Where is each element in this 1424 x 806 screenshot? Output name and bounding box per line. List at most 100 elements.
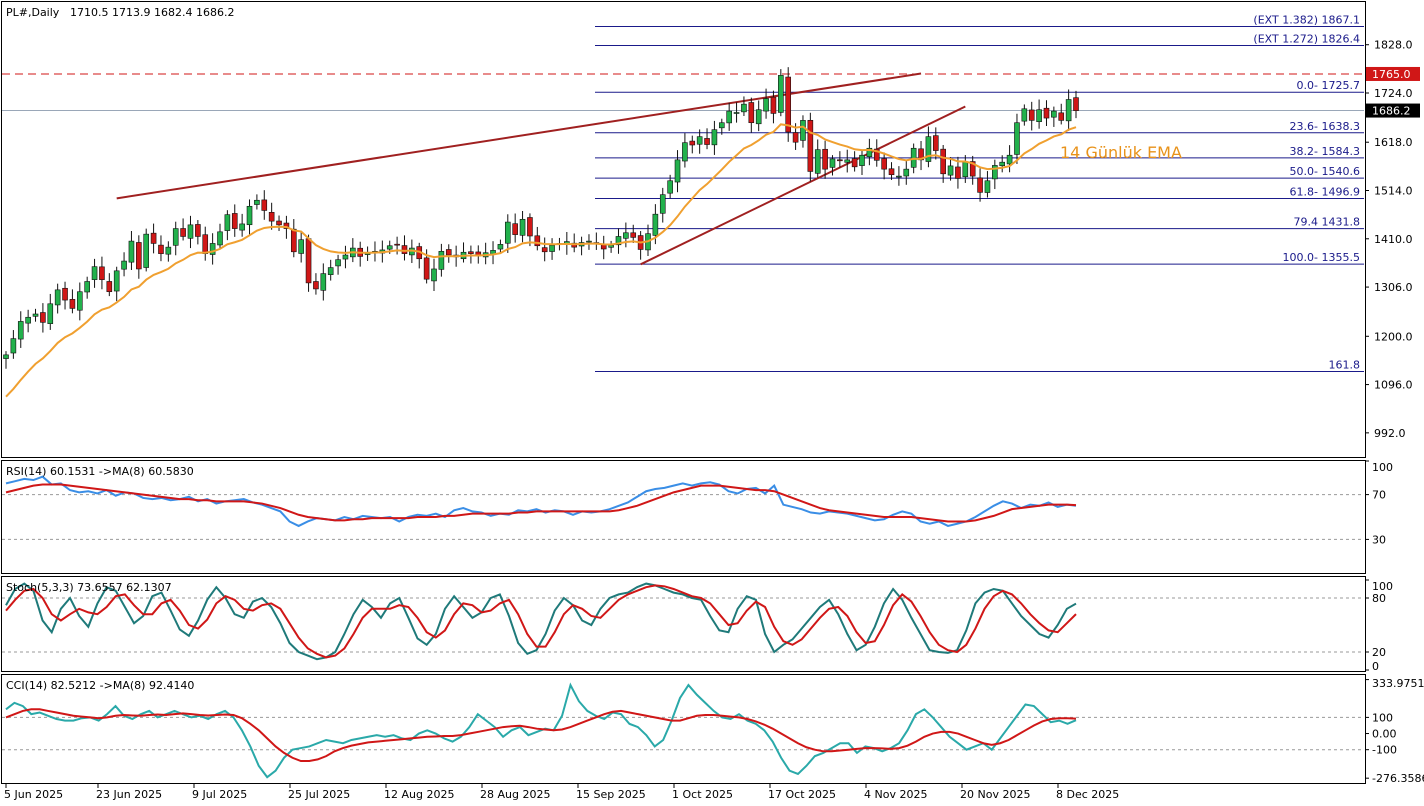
candle-body [99,266,105,280]
candle-body [947,165,954,176]
candle-body [246,205,253,226]
candle-body [682,142,688,162]
fib-label: 50.0- 1540.6 [1290,165,1360,178]
candle-body [1051,110,1057,118]
candle-body [54,289,61,306]
rsi-panel[interactable] [1,460,1366,574]
candle-body [999,161,1006,167]
candle-body [549,244,555,252]
y-tick-label: 0.00 [1372,728,1397,741]
candle-body [527,217,533,237]
candle-body [172,228,179,246]
candle-body [106,281,113,293]
x-tick-label: 5 Jun 2025 [4,788,63,801]
fib-label: 161.8 [1329,359,1361,372]
candle-body [305,238,312,284]
candle-body [504,221,511,244]
cci-title: CCI(14) 82.5212 ->MA(8) 92.4140 [6,679,194,692]
candle-body [512,223,518,235]
overlay-labels: (EXT 1.382) 1867.1 (EXT 1.272) 1826.4 0.0-… [1253,14,1360,372]
candle-body [792,132,799,143]
candle-body [1021,108,1028,122]
candle-body [586,240,592,243]
ohlc-label: 1710.5 1713.9 1682.4 1686.2 [70,6,234,19]
candle-body [10,338,17,354]
candle-body [128,240,135,263]
candle-body [881,158,887,170]
candle-body [778,75,784,113]
fib-label: (EXT 1.382) 1867.1 [1253,14,1360,27]
fib-label: 23.6- 1638.3 [1290,120,1360,133]
candle-body [320,273,327,291]
candle-body [977,177,983,193]
candle-body [667,180,673,194]
candle-body [807,119,814,172]
candle-body [659,194,666,214]
candle-body [1065,99,1072,122]
candle-body [431,268,437,282]
stoch-panel[interactable] [1,576,1366,672]
y-tick-label: 0 [1372,660,1379,673]
candle-body [873,148,880,161]
candle-body [814,149,821,174]
candle-body [401,245,408,254]
candle-body [689,140,696,146]
y-tick-label: 100 [1372,461,1393,474]
y-tick-label: 100 [1372,580,1393,593]
candle-body [962,161,969,178]
candle-body [25,316,31,324]
x-tick-label: 1 Oct 2025 [672,788,733,801]
stoch-d-line [5,584,1077,659]
candle-body [224,214,231,231]
candle-body [209,243,216,255]
price-plot [2,26,1364,398]
candle-body [217,231,223,246]
candle-body [276,220,282,226]
candle-body [438,251,445,270]
candle-body [143,233,150,268]
candle-body [711,129,718,146]
y-tick-label: 1724.0 [1374,87,1413,100]
y-tick-label: 1200.0 [1374,330,1413,343]
candle-body [674,159,681,183]
rsi-plot [2,475,1364,540]
candle-body [313,281,319,290]
candle-body [1006,154,1013,165]
candle-body [829,158,836,168]
candle-body [268,212,275,222]
y-tick-label: 333.9751 [1372,677,1424,690]
cci-ma-line [5,708,1077,762]
candle-body [837,159,843,162]
y-tick-label: 1828.0 [1374,39,1413,52]
fib-label: 100.0- 1355.5 [1283,251,1360,264]
candle-body [859,154,865,166]
ema14-line [5,123,1077,398]
x-tick-label: 4 Nov 2025 [864,788,927,801]
candle-body [342,254,349,260]
resistance-tag [1366,66,1420,81]
candle-body [969,161,976,177]
candle-body [932,135,939,151]
x-tick-label: 9 Jul 2025 [192,788,247,801]
x-tick-label: 8 Dec 2025 [1056,788,1119,801]
y-tick-label: 70 [1372,489,1386,502]
cci-plot [2,682,1364,779]
rsi-title: RSI(14) 60.1531 ->MA(8) 60.5830 [6,465,194,478]
main-panel[interactable] [1,1,1366,458]
x-tick-label: 25 Jul 2025 [288,788,350,801]
y-tick-label: 30 [1372,533,1386,546]
candle-body [600,244,607,250]
candle-body [888,168,895,176]
y-tick-label: -100 [1372,744,1397,757]
rsi-ma-line [5,483,1077,523]
cci-line [5,682,1077,779]
y-tick-label: 1514.0 [1374,185,1413,198]
candle-body [468,251,474,254]
y-tick-label: 20 [1372,646,1386,659]
candle-body [608,244,614,248]
candle-body [423,257,430,280]
candle-body [844,159,851,163]
candle-body [866,147,873,158]
y-tick-label: 80 [1372,592,1386,605]
